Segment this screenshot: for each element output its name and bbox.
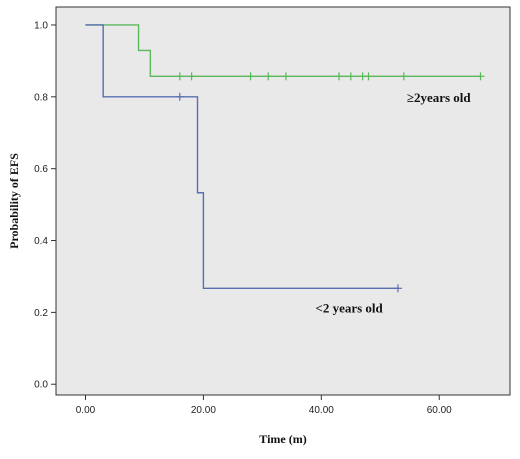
censor-mark: [175, 92, 184, 101]
y-tick-label: 0.6: [34, 164, 48, 175]
censor-mark: [187, 72, 196, 81]
y-tick-label: 0.4: [34, 236, 48, 247]
censor-mark: [335, 72, 344, 81]
annotation-layer: ≥2years old <2 years old: [315, 90, 471, 315]
series-line-0: [85, 24, 481, 78]
plot-background: [55, 6, 511, 396]
x-tick-label: 40.00: [309, 405, 334, 416]
y-tick-label: 1.0: [34, 20, 48, 31]
censor-mark: [476, 72, 485, 81]
y-tick-label: 0.0: [34, 380, 48, 391]
series-annotation: ≥2years old: [407, 90, 472, 105]
y-tick-label: 0.8: [34, 92, 48, 103]
censor-mark: [346, 72, 355, 81]
censor-mark: [175, 72, 184, 81]
series-layer: [85, 24, 485, 293]
x-tick-label: 60.00: [427, 405, 452, 416]
x-axis-title: Time (m): [259, 432, 306, 446]
x-tick-label: 0.00: [76, 405, 96, 416]
x-axis: 0.00 20.00 40.00 60.00: [76, 395, 452, 416]
series-annotation: <2 years old: [315, 300, 383, 315]
censor-mark: [393, 284, 402, 293]
censor-mark: [364, 72, 373, 81]
y-tick-label: 0.2: [34, 308, 48, 319]
censor-mark: [281, 72, 290, 81]
y-axis: 0.0 0.2 0.4 0.6 0.8 1.0: [34, 20, 56, 391]
censor-mark: [246, 72, 255, 81]
censor-mark: [399, 72, 408, 81]
x-tick-label: 20.00: [191, 405, 216, 416]
series-line-1: [85, 24, 398, 289]
censor-mark: [264, 72, 273, 81]
y-axis-title: Probability of EFS: [7, 153, 21, 249]
